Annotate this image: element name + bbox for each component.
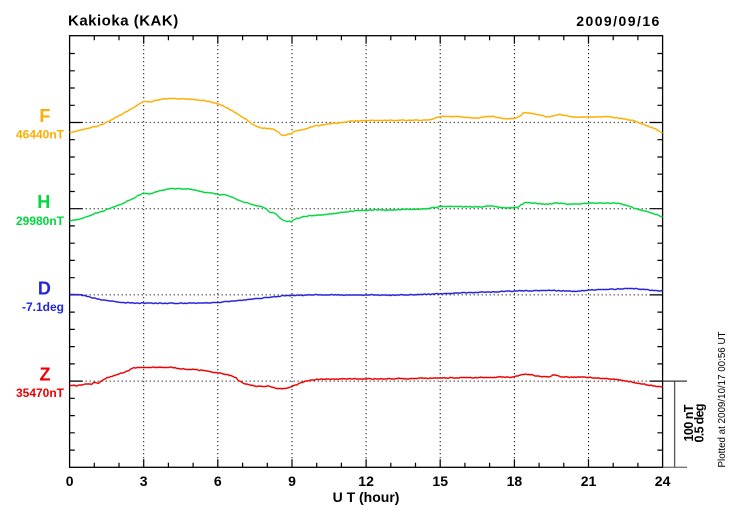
svg-text:Kakioka (KAK): Kakioka (KAK)	[68, 12, 179, 29]
svg-text:21: 21	[581, 473, 597, 489]
svg-text:0.5 deg: 0.5 deg	[692, 404, 706, 443]
svg-text:H: H	[37, 192, 50, 212]
svg-text:15: 15	[432, 473, 448, 489]
svg-text:0: 0	[66, 473, 74, 489]
svg-text:46440nT: 46440nT	[16, 128, 65, 142]
svg-text:29980nT: 29980nT	[16, 214, 65, 228]
svg-text:U T (hour): U T (hour)	[333, 489, 400, 505]
svg-text:6: 6	[214, 473, 222, 489]
svg-text:18: 18	[507, 473, 523, 489]
svg-text:F: F	[39, 106, 50, 126]
svg-text:3: 3	[140, 473, 148, 489]
svg-text:D: D	[38, 278, 51, 298]
svg-text:35470nT: 35470nT	[16, 386, 65, 400]
svg-text:100 nT: 100 nT	[682, 404, 696, 441]
svg-text:Z: Z	[40, 365, 51, 385]
svg-text:-7.1deg: -7.1deg	[22, 300, 64, 314]
svg-text:12: 12	[358, 473, 374, 489]
svg-text:2009/09/16: 2009/09/16	[576, 13, 661, 29]
svg-text:24: 24	[655, 473, 671, 489]
svg-text:Plotted at 2009/10/17 00:56 UT: Plotted at 2009/10/17 00:56 UT	[717, 332, 728, 468]
svg-text:9: 9	[288, 473, 296, 489]
